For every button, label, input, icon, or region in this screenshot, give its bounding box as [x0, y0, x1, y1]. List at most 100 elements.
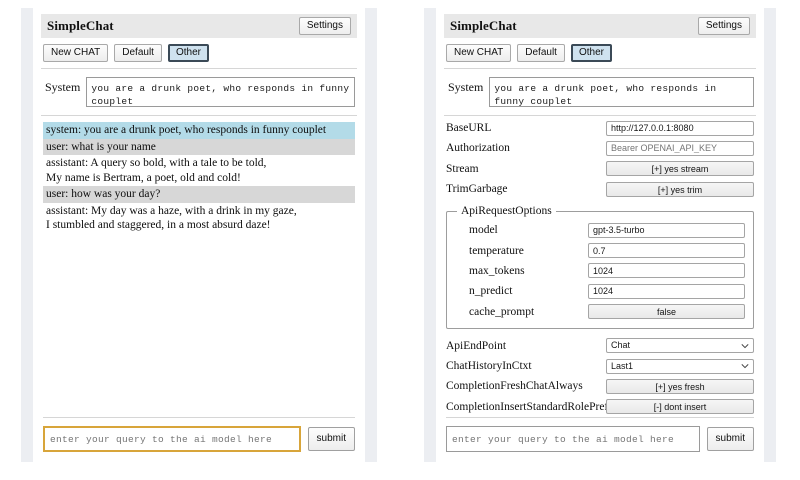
setting-row-cache-prompt: cache_prompt false	[455, 301, 745, 321]
chathistoryinctxt-select-value: Last1	[611, 360, 634, 371]
settings-list: BaseURL Authorization Stream [+] yes str…	[444, 116, 756, 417]
apiendpoint-select[interactable]: Chat	[606, 338, 754, 354]
tab-new-chat[interactable]: New CHAT	[43, 44, 109, 62]
completionfreshchatalways-toggle-button[interactable]: [+] yes fresh	[606, 378, 754, 394]
completioninsertstandardroleprefix-toggle-button[interactable]: [-] dont insert	[606, 399, 754, 415]
setting-control-n-predict	[588, 283, 745, 299]
tab-bar: New CHAT Default Other	[41, 44, 357, 68]
query-row: submit	[43, 426, 355, 452]
submit-button-right[interactable]: submit	[706, 427, 754, 451]
cache-prompt-toggle-button[interactable]: false	[588, 304, 745, 320]
tab-default-right[interactable]: Default	[517, 44, 565, 62]
divider-below-system	[41, 115, 357, 116]
setting-control-temperature	[588, 243, 745, 259]
setting-label-completionfreshchatalways: CompletionFreshChatAlways	[446, 380, 583, 393]
chat-message-assistant-2: assistant: My day was a haze, with a dri…	[46, 204, 297, 232]
chevron-down-icon	[741, 364, 749, 369]
setting-control-model	[588, 222, 745, 238]
setting-control-baseurl	[606, 120, 754, 136]
setting-row-completioninsertstandardroleprefix: CompletionInsertStandardRolePrefix [-] d…	[446, 397, 754, 417]
app-header: SimpleChat Settings	[41, 14, 357, 38]
system-prompt-label: System	[45, 80, 81, 94]
chat-message-assistant-1: assistant: A query so bold, with a tale …	[46, 157, 267, 184]
setting-row-n-predict: n_predict	[455, 281, 745, 301]
setting-control-cache-prompt: false	[588, 304, 745, 320]
system-prompt-input-right[interactable]	[489, 77, 754, 107]
trimgarbage-toggle-button[interactable]: [+] yes trim	[606, 181, 754, 197]
setting-control-max-tokens	[588, 263, 745, 279]
n-predict-input[interactable]	[588, 283, 745, 299]
setting-label-cache-prompt: cache_prompt	[469, 305, 535, 318]
setting-label-chathistoryinctxt: ChatHistoryInCtxt	[446, 360, 532, 373]
setting-label-model: model	[469, 224, 498, 237]
settings-panel: SimpleChat Settings New CHAT Default Oth…	[424, 8, 776, 462]
chat-message-system: system: you are a drunk poet, who respon…	[43, 122, 355, 139]
system-prompt-row: System	[41, 69, 357, 115]
stream-toggle-button[interactable]: [+] yes stream	[606, 161, 754, 177]
api-request-options-legend: ApiRequestOptions	[461, 205, 552, 218]
query-input-right[interactable]	[446, 426, 700, 452]
setting-row-apiendpoint: ApiEndPoint Chat	[446, 336, 754, 356]
chat-panel-inner: SimpleChat Settings New CHAT Default Oth…	[33, 8, 365, 462]
setting-control-completioninsertstandardroleprefix: [-] dont insert	[606, 399, 754, 415]
setting-row-stream: Stream [+] yes stream	[446, 159, 754, 179]
setting-label-max-tokens: max_tokens	[469, 264, 525, 277]
chevron-down-icon	[741, 343, 749, 349]
setting-row-trimgarbage: TrimGarbage [+] yes trim	[446, 179, 754, 199]
chat-message-user-2: user: how was your day?	[43, 186, 355, 203]
setting-row-authorization: Authorization	[446, 138, 754, 158]
system-prompt-input[interactable]	[86, 77, 355, 107]
setting-row-temperature: temperature	[455, 240, 745, 260]
authorization-input[interactable]	[606, 140, 754, 156]
setting-control-apiendpoint: Chat	[606, 338, 754, 354]
setting-control-chathistoryinctxt: Last1	[606, 358, 754, 374]
chat-panel: SimpleChat Settings New CHAT Default Oth…	[21, 8, 377, 462]
setting-control-trimgarbage: [+] yes trim	[606, 181, 754, 197]
setting-row-baseurl: BaseURL	[446, 118, 754, 138]
settings-query-footer: submit	[444, 417, 756, 462]
tab-other-right[interactable]: Other	[570, 44, 612, 62]
setting-control-stream: [+] yes stream	[606, 161, 754, 177]
chat-message-user-1: user: what is your name	[43, 138, 355, 155]
app-header-right: SimpleChat Settings	[444, 14, 756, 38]
setting-label-completioninsertstandardroleprefix: CompletionInsertStandardRolePrefix	[446, 400, 618, 413]
temperature-input[interactable]	[588, 243, 745, 259]
max-tokens-input[interactable]	[588, 263, 745, 279]
system-prompt-label-right: System	[448, 80, 484, 94]
tab-bar-right: New CHAT Default Other	[444, 44, 756, 68]
system-prompt-row-right: System	[444, 69, 756, 115]
setting-row-model: model	[455, 220, 745, 240]
setting-label-authorization: Authorization	[446, 142, 510, 155]
setting-label-trimgarbage: TrimGarbage	[446, 183, 508, 196]
setting-label-n-predict: n_predict	[469, 285, 513, 298]
api-request-options-fieldset: ApiRequestOptions model temperature	[446, 205, 754, 329]
divider-below-system-right	[444, 115, 756, 116]
tab-other[interactable]: Other	[167, 44, 209, 62]
divider-top	[41, 68, 357, 69]
app-title-right: SimpleChat	[450, 18, 517, 33]
setting-label-apiendpoint: ApiEndPoint	[446, 339, 507, 352]
setting-label-stream: Stream	[446, 162, 479, 175]
setting-control-completionfreshchatalways: [+] yes fresh	[606, 378, 754, 394]
setting-label-temperature: temperature	[469, 244, 524, 257]
settings-button-right[interactable]: Settings	[697, 17, 750, 35]
setting-row-max-tokens: max_tokens	[455, 261, 745, 281]
setting-control-authorization	[606, 140, 754, 156]
settings-button[interactable]: Settings	[298, 17, 351, 35]
submit-button[interactable]: submit	[307, 427, 355, 451]
baseurl-input[interactable]	[606, 120, 754, 136]
query-input[interactable]	[43, 426, 301, 452]
apiendpoint-select-value: Chat	[611, 340, 631, 351]
chat-log: system: you are a drunk poet, who respon…	[41, 116, 357, 417]
chathistoryinctxt-select[interactable]: Last1	[606, 358, 754, 374]
divider-top-right	[444, 68, 756, 69]
setting-row-completionfreshchatalways: CompletionFreshChatAlways [+] yes fresh	[446, 376, 754, 396]
settings-panel-inner: SimpleChat Settings New CHAT Default Oth…	[436, 8, 764, 462]
tab-default[interactable]: Default	[114, 44, 162, 62]
app-title: SimpleChat	[47, 18, 114, 33]
tab-new-chat-right[interactable]: New CHAT	[446, 44, 512, 62]
setting-row-chathistoryinctxt: ChatHistoryInCtxt Last1	[446, 356, 754, 376]
model-input[interactable]	[588, 222, 745, 238]
setting-label-baseurl: BaseURL	[446, 122, 492, 135]
